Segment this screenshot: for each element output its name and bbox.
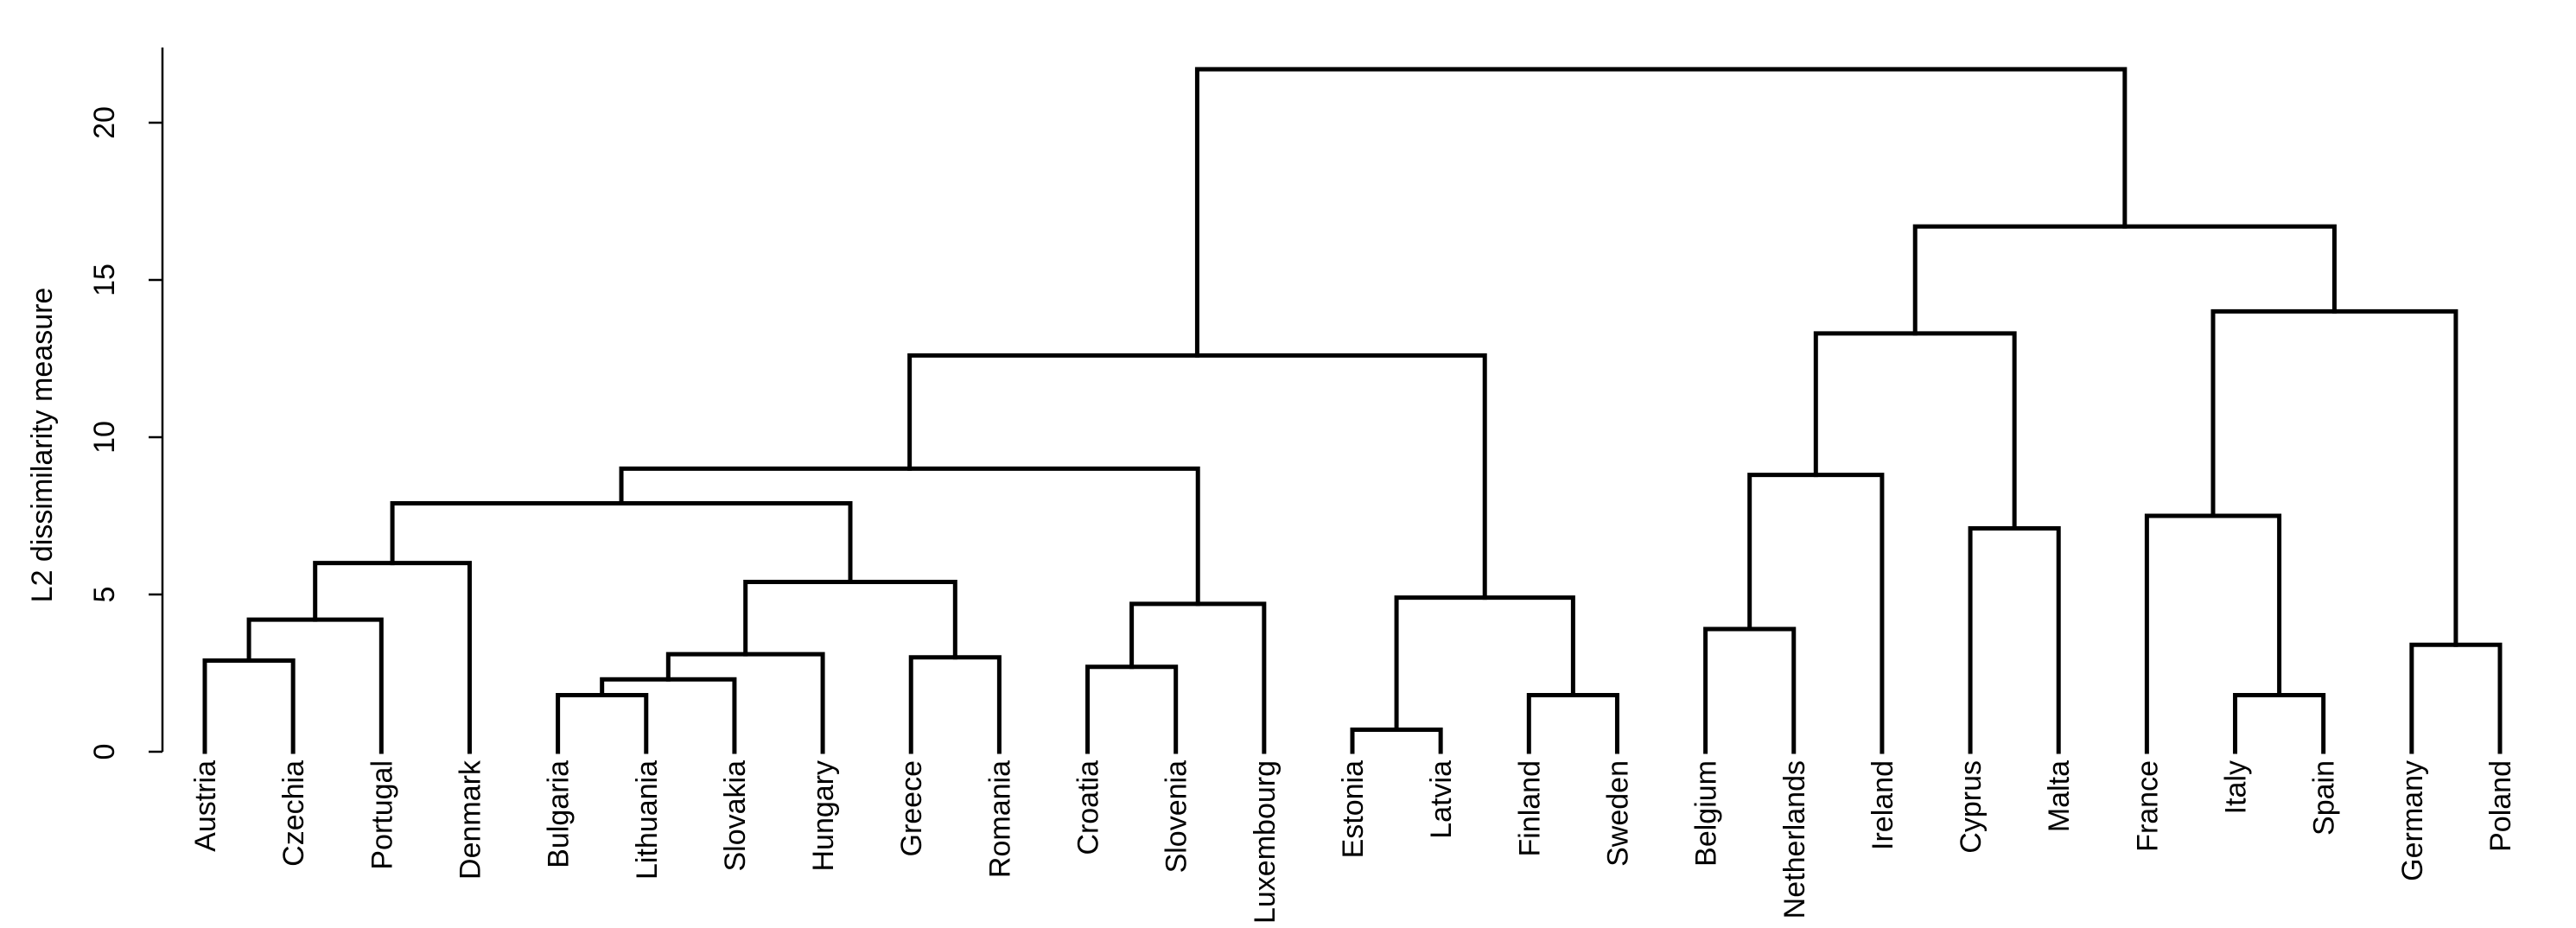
leaf-label-belgium: Belgium [1690, 760, 1723, 867]
merge-link-m6 [1085, 664, 1179, 754]
merge-link-m4 [1526, 692, 1619, 754]
merge-link-m15 [743, 579, 957, 660]
merge-link-m16 [313, 561, 472, 754]
leaf-label-portugal: Portugal [366, 760, 398, 870]
leaf-label-germany: Germany [2396, 760, 2429, 881]
leaf-label-denmark: Denmark [454, 760, 487, 880]
merge-link-m18 [2144, 513, 2282, 754]
merge-link-m19 [390, 500, 853, 584]
y-tick-label: 5 [88, 587, 121, 603]
leaf-label-poland: Poland [2484, 760, 2517, 852]
leaf-label-italy: Italy [2220, 760, 2253, 814]
merge-link-m20 [1747, 473, 1885, 754]
y-tick-label: 10 [88, 421, 121, 454]
leaf-label-slovenia: Slovenia [1161, 760, 1193, 874]
leaf-label-netherlands: Netherlands [1778, 760, 1811, 918]
merge-link-m12 [246, 617, 384, 754]
merge-link-m2 [556, 692, 649, 754]
merge-link-m7 [202, 658, 296, 754]
leaf-label-finland: Finland [1513, 760, 1546, 857]
y-axis-label: L2 dissimilarity measure [26, 288, 59, 603]
merge-link-m10 [2409, 642, 2503, 754]
leaf-label-france: France [2131, 760, 2164, 852]
leaf-label-greece: Greece [895, 760, 928, 857]
merge-link-m8 [908, 655, 1002, 754]
leaf-label-croatia: Croatia [1072, 760, 1105, 855]
y-axis: 0 5 10 15 20 [88, 48, 164, 760]
y-tick-label: 0 [88, 744, 121, 760]
leaf-label-hungary: Hungary [807, 760, 840, 872]
merge-link-m17 [1968, 526, 2061, 754]
merge-link-m3 [2233, 692, 2326, 754]
leaf-label-malta: Malta [2043, 760, 2076, 832]
leaf-label-lithuania: Lithuania [631, 760, 664, 880]
merge-link-m11 [1703, 626, 1797, 754]
leaf-label-romania: Romania [983, 760, 1016, 878]
leaf-label-spain: Spain [2308, 760, 2341, 836]
leaf-label-latvia: Latvia [1425, 760, 1458, 839]
y-tick-label: 15 [88, 264, 121, 296]
merge-link-m24 [2210, 308, 2458, 647]
leaf-label-czechia: Czechia [277, 760, 310, 867]
leaf-label-estonia: Estonia [1337, 760, 1370, 858]
merge-link-m26 [1194, 67, 2128, 358]
y-tick-label: 20 [88, 106, 121, 139]
merge-link-m25 [1912, 224, 2337, 336]
merge-link-m5 [600, 677, 737, 754]
leaf-label-cyprus: Cyprus [1955, 760, 1988, 854]
leaf-label-luxembourg: Luxembourg [1249, 760, 1282, 924]
leaf-label-sweden: Sweden [1601, 760, 1634, 867]
leaf-label-bulgaria: Bulgaria [543, 760, 576, 868]
merge-link-m23 [1813, 331, 2017, 531]
leaf-labels: Austria Czechia Portugal Denmark Bulgaria Lit… [189, 760, 2517, 924]
dendrogram-links [202, 67, 2503, 754]
merge-link-m13 [1129, 601, 1267, 754]
leaf-label-austria: Austria [189, 760, 222, 852]
leaf-label-slovakia: Slovakia [719, 760, 752, 872]
leaf-label-ireland: Ireland [1867, 760, 1899, 850]
merge-link-m14 [1394, 595, 1575, 733]
merge-link-m1 [1350, 728, 1443, 754]
merge-link-m9 [665, 652, 825, 754]
